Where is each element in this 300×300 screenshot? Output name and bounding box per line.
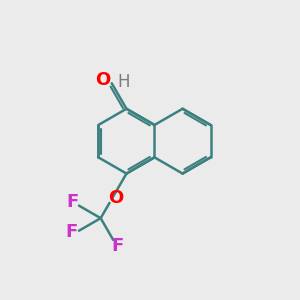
Text: F: F — [112, 237, 124, 255]
Text: F: F — [66, 193, 79, 211]
Text: O: O — [109, 189, 124, 207]
Text: H: H — [118, 73, 130, 91]
Text: F: F — [65, 223, 78, 241]
Text: O: O — [95, 71, 110, 89]
